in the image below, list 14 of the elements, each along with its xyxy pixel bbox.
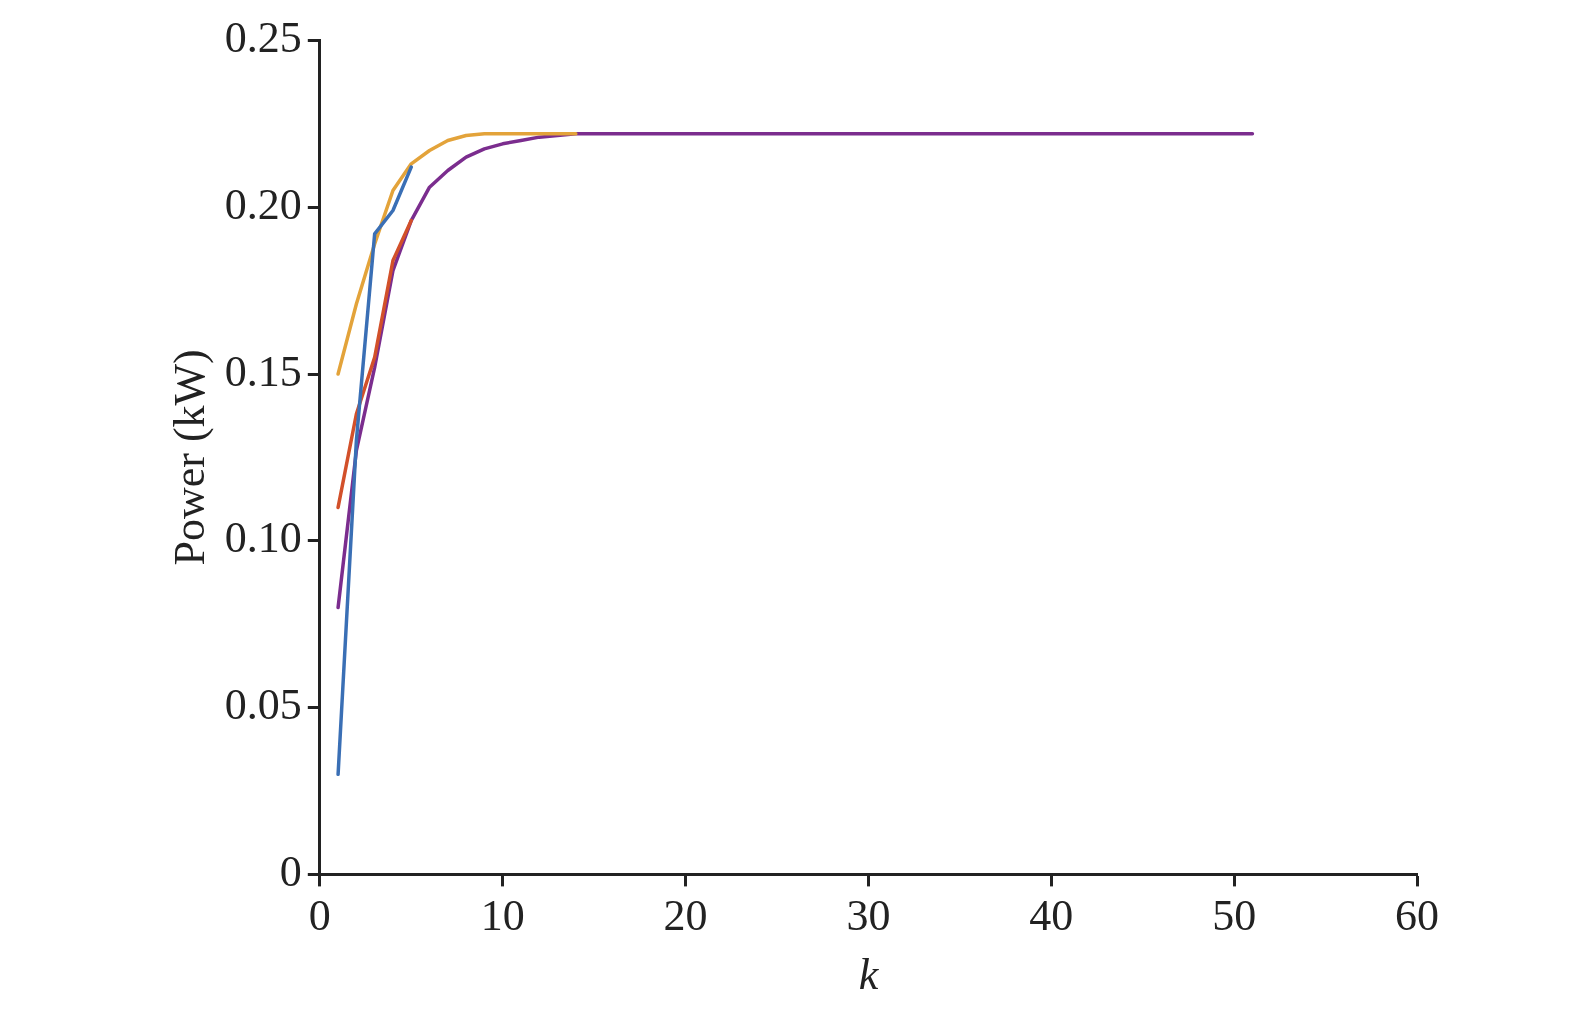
y-tick-label: 0.10 — [224, 513, 302, 563]
x-tick-label: 40 — [1029, 891, 1074, 941]
x-tick-label: 30 — [846, 891, 891, 941]
y-axis-title: Power (kW) — [164, 349, 214, 566]
x-tick-label: 10 — [480, 891, 525, 941]
x-axis-title: k — [858, 950, 880, 1000]
y-tick-label: 0.15 — [224, 346, 302, 396]
x-tick-label: 60 — [1395, 891, 1439, 941]
x-tick-label: 50 — [1212, 891, 1257, 941]
y-tick-label: 0 — [279, 846, 302, 896]
y-tick-label: 0.20 — [224, 179, 302, 229]
x-tick-label: 20 — [663, 891, 708, 941]
y-tick-label: 0.05 — [224, 680, 302, 730]
y-tick-label: 0.25 — [224, 12, 302, 62]
